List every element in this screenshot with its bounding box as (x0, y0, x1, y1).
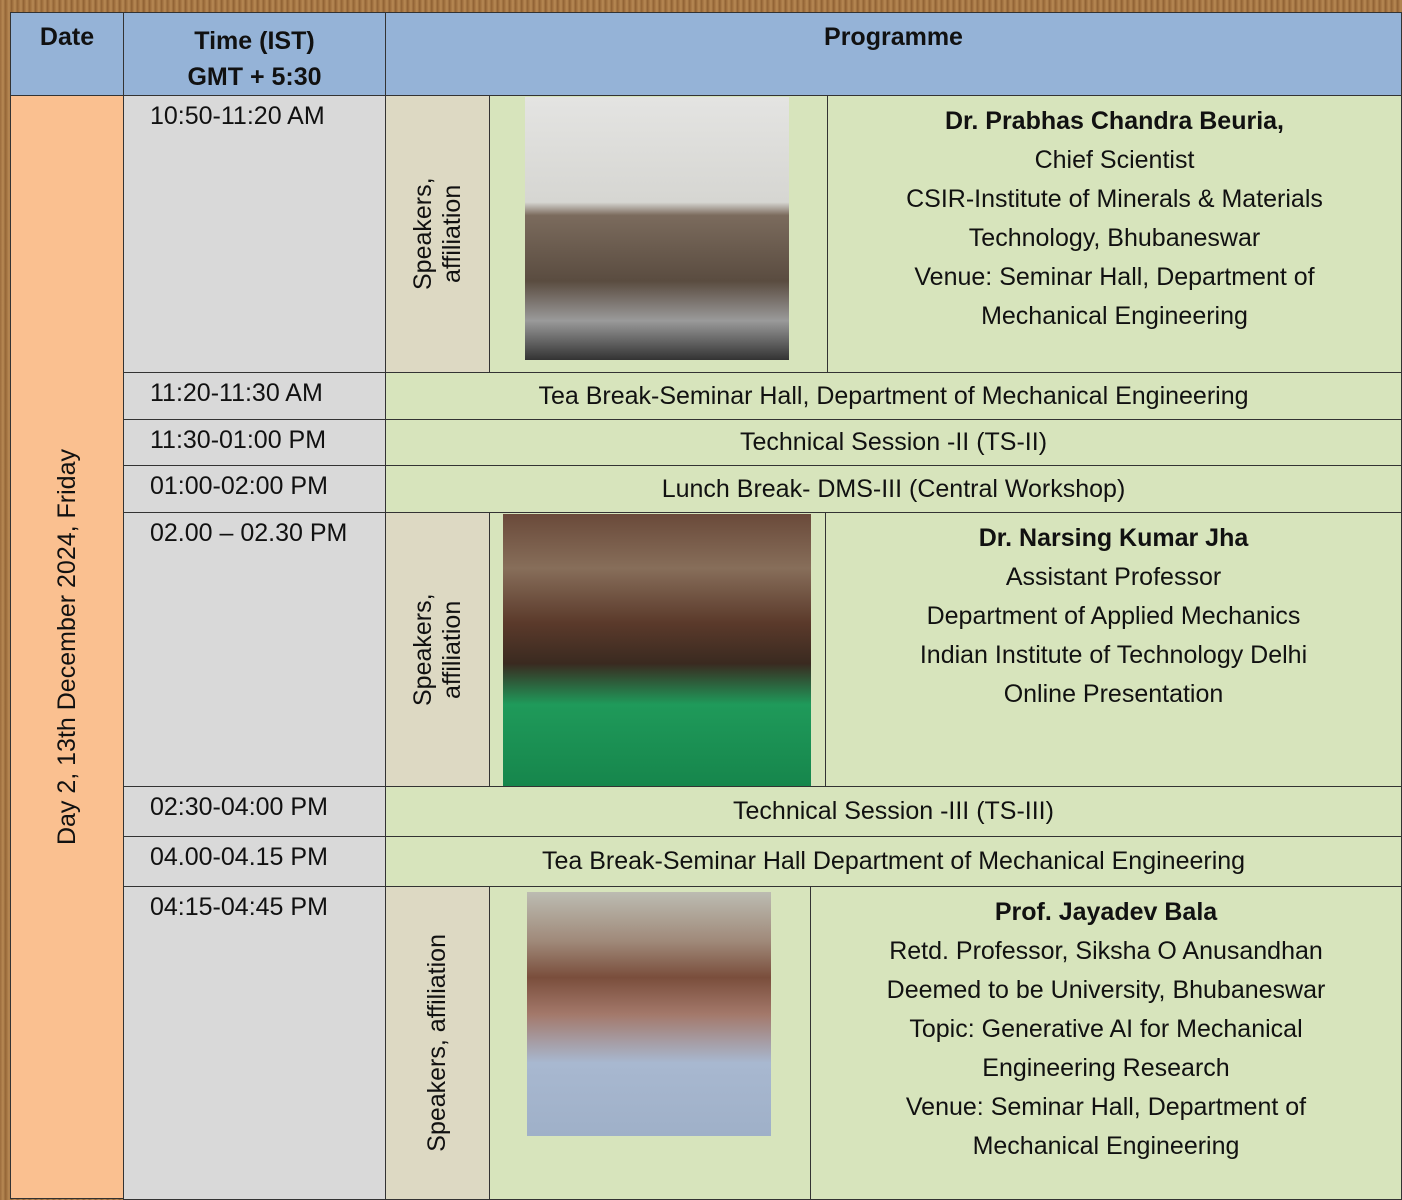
speaker-cell: Dr. Narsing Kumar Jha Assistant Professor… (825, 512, 1402, 787)
day-cell: Day 2, 13th December 2024, Friday (10, 95, 124, 1199)
speaker-cell: Prof. Jayadev Bala Retd. Professor, Siksh… (810, 886, 1402, 1200)
event-cell: Technical Session -II (TS-II) (385, 419, 1402, 466)
time-cell: 11:20-11:30 AM (123, 372, 386, 420)
speaker-detail: Retd. Professor, Siksha O Anusandhan (889, 937, 1323, 965)
label-cell: Speakers, affiliation (385, 95, 490, 373)
speaker-detail: Engineering Research (982, 1054, 1230, 1082)
speaker-detail: Online Presentation (1003, 680, 1224, 708)
label-cell: Speakers, affiliation (385, 886, 490, 1200)
header-date: Date (10, 12, 124, 96)
time-cell: 04:15-04:45 PM (123, 886, 386, 1200)
speaker-detail: Assistant Professor (1005, 563, 1222, 591)
speaker-detail: CSIR-Institute of Minerals & Materials (906, 185, 1323, 213)
speaker-label: Speakers, affiliation (423, 934, 451, 1152)
time-cell: 01:00-02:00 PM (123, 465, 386, 513)
speaker-detail: Deemed to be University, Bhubaneswar (886, 976, 1326, 1004)
speaker-label: Speakers, affiliation (408, 177, 466, 291)
speaker-label: Speakers, affiliation (408, 593, 466, 706)
speaker-detail: Mechanical Engineering (981, 302, 1248, 330)
speaker-photo (503, 514, 811, 786)
time-cell: 11:30-01:00 PM (123, 419, 386, 466)
time-cell: 04.00-04.15 PM (123, 836, 386, 887)
time-cell: 02.00 – 02.30 PM (123, 512, 386, 787)
header-programme: Programme (385, 12, 1402, 96)
label-cell: Speakers, affiliation (385, 512, 490, 787)
time-cell: 02:30-04:00 PM (123, 786, 386, 837)
header-time-line: GMT + 5:30 (187, 63, 322, 91)
speaker-detail: Chief Scientist (1034, 146, 1195, 174)
event-cell: Tea Break-Seminar Hall Department of Mec… (385, 836, 1402, 887)
speaker-name: Dr. Prabhas Chandra Beuria, (944, 107, 1284, 135)
header-time-line: Time (IST) (194, 27, 315, 55)
speaker-name: Prof. Jayadev Bala (994, 898, 1218, 926)
event-cell: Lunch Break- DMS-III (Central Workshop) (385, 465, 1402, 513)
header-time: Time (IST) GMT + 5:30 (123, 12, 386, 96)
time-cell: 10:50-11:20 AM (123, 95, 386, 373)
speaker-detail: Venue: Seminar Hall, Department of (905, 1093, 1307, 1121)
speaker-detail: Department of Applied Mechanics (926, 602, 1301, 630)
speaker-photo (525, 97, 789, 360)
day-label: Day 2, 13th December 2024, Friday (52, 448, 81, 846)
speaker-cell: Dr. Prabhas Chandra Beuria, Chief Scienti… (827, 95, 1402, 373)
speaker-detail: Venue: Seminar Hall, Department of (914, 263, 1315, 291)
speaker-detail: Topic: Generative AI for Mechanical (909, 1015, 1303, 1043)
event-cell: Tea Break-Seminar Hall, Department of Me… (385, 372, 1402, 420)
speaker-name: Dr. Narsing Kumar Jha (978, 524, 1249, 552)
speaker-photo (527, 892, 771, 1136)
speaker-detail: Technology, Bhubaneswar (968, 224, 1261, 252)
speaker-detail: Mechanical Engineering (972, 1132, 1240, 1160)
event-cell: Technical Session -III (TS-III) (385, 786, 1402, 837)
speaker-detail: Indian Institute of Technology Delhi (919, 641, 1308, 669)
